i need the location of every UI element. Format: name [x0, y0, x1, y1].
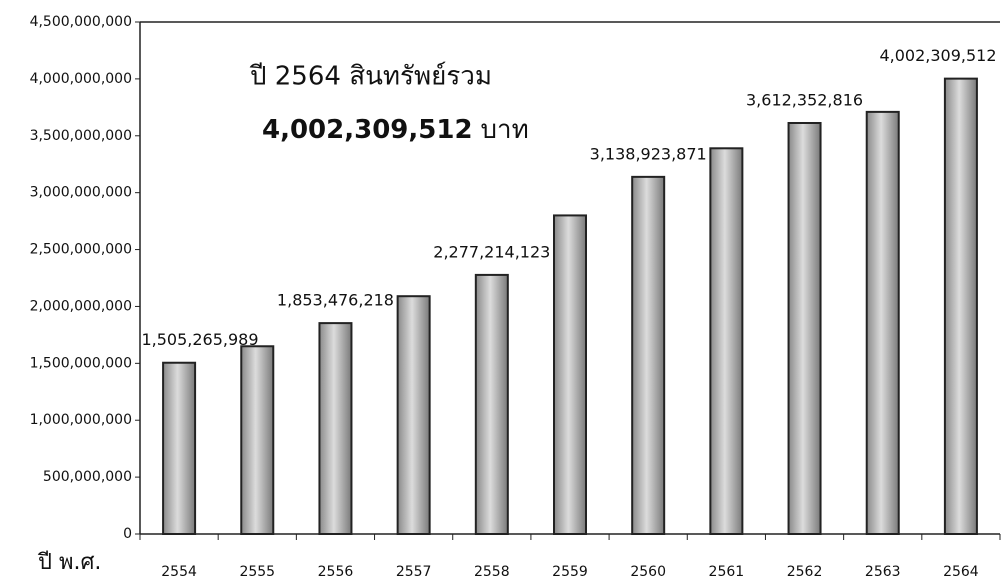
data-label: 3,138,923,871 [590, 144, 707, 163]
x-axis-label: ปี พ.ศ. [37, 550, 102, 575]
bar [865, 110, 900, 536]
x-tick-label: 2561 [709, 564, 745, 580]
x-tick-label: 2555 [239, 564, 275, 580]
x-tick-label: 2556 [318, 564, 354, 580]
y-tick-label: 500,000,000 [43, 469, 132, 485]
bar [787, 121, 822, 535]
bar [240, 345, 275, 535]
x-tick-label: 2564 [943, 564, 979, 580]
y-tick-label: 3,500,000,000 [30, 128, 132, 144]
data-label: 1,853,476,218 [277, 291, 394, 310]
bar [162, 361, 197, 536]
x-tick-label: 2560 [630, 564, 666, 580]
x-tick-label: 2554 [161, 564, 197, 580]
y-tick-label: 1,500,000,000 [30, 355, 132, 371]
annotation-value: 4,002,309,512 [262, 115, 473, 145]
y-tick-label: 0 [123, 526, 132, 542]
bar [709, 147, 744, 535]
data-label: 4,002,309,512 [879, 46, 996, 65]
y-tick-label: 2,500,000,000 [30, 242, 132, 258]
annotation: 4,002,309,512 บาท [262, 115, 529, 145]
y-tick-label: 1,000,000,000 [30, 412, 132, 428]
annotation: ปี 2564 สินทรัพย์รวม [249, 62, 492, 92]
bar [318, 322, 353, 535]
x-tick-label: 2563 [865, 564, 901, 580]
bar [396, 295, 431, 535]
y-tick-label: 4,500,000,000 [30, 14, 132, 30]
x-tick-label: 2559 [552, 564, 588, 580]
bar [631, 175, 666, 535]
data-label: 2,277,214,123 [433, 242, 550, 261]
bar [474, 273, 509, 535]
x-tick-label: 2558 [474, 564, 510, 580]
bar [943, 77, 978, 535]
x-tick-label: 2562 [787, 564, 823, 580]
x-tick-label: 2557 [396, 564, 432, 580]
data-label: 1,505,265,989 [141, 330, 258, 349]
y-tick-label: 2,000,000,000 [30, 298, 132, 314]
y-tick-label: 3,000,000,000 [30, 185, 132, 201]
annotation-unit: บาท [481, 115, 529, 145]
bar [553, 214, 587, 536]
y-tick-label: 4,000,000,000 [30, 71, 132, 87]
data-label: 3,612,352,816 [746, 90, 863, 109]
